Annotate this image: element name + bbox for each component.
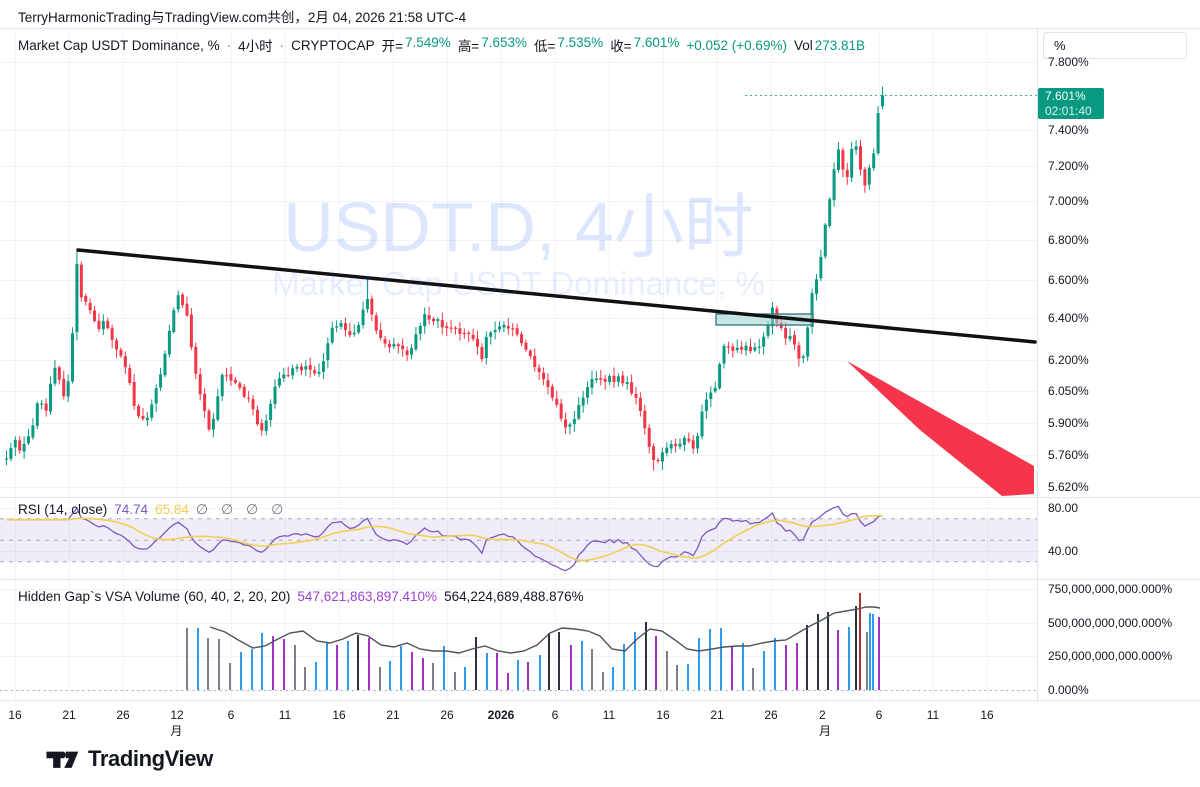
axis-tick-label: 40.00 [1048, 544, 1079, 558]
time-tick-label: 11 [602, 708, 616, 722]
vsa-volume-legend[interactable]: Hidden Gap`s VSA Volume (60, 40, 2, 20, … [18, 589, 584, 604]
time-tick-label: 2月 [819, 708, 832, 738]
axis-tick-label: 250,000,000,000.000% [1048, 649, 1173, 663]
axis-tick-label: 6.400% [1048, 311, 1089, 325]
axis-tick-label: 6.050% [1048, 384, 1089, 398]
last-price-label[interactable]: 7.601% 02:01:40 [1038, 88, 1104, 119]
time-tick-label: 26 [764, 708, 778, 722]
close-value: 7.601% [633, 35, 680, 50]
time-tick-label: 26 [116, 708, 130, 722]
change-value: +0.052 (+0.69%) [686, 37, 787, 53]
last-price-value: 7.601% [1045, 89, 1086, 103]
symbol-title: Market Cap USDT Dominance, % [18, 37, 220, 53]
high-value: 7.653% [481, 35, 527, 50]
time-tick-label: 16 [980, 708, 994, 722]
time-tick-label: 12月 [170, 708, 184, 738]
main-series-legend[interactable]: Market Cap USDT Dominance, % · 4小时 · CRY… [18, 35, 865, 55]
low-value: 7.535% [557, 35, 604, 50]
legend-separator: · [226, 37, 232, 53]
vsa-title: Hidden Gap`s VSA Volume (60, 40, 2, 20, … [18, 589, 291, 604]
time-tick-label: 21 [62, 708, 76, 722]
rsi-title: RSI (14, close) [18, 502, 108, 517]
price-scale-mode-button[interactable]: % [1043, 32, 1187, 59]
time-tick-label: 26 [440, 708, 454, 722]
open-label: 开= [381, 39, 404, 54]
attribution-bar: TerryHarmonicTrading与TradingView.com共创，2… [18, 10, 467, 25]
time-tick-label: 16 [332, 708, 346, 722]
time-tick-label: 16 [8, 708, 22, 722]
axis-tick-label: 5.620% [1048, 480, 1089, 494]
time-tick-label: 16 [656, 708, 670, 722]
axis-tick-label: 0.000% [1048, 683, 1089, 697]
time-tick-label: 2026 [487, 708, 515, 722]
rsi-ma-value: 65.84 [155, 502, 189, 517]
tradingview-wordmark: TradingView [88, 746, 213, 771]
axis-tick-label: 80.00 [1048, 501, 1079, 515]
time-tick-label: 11 [926, 708, 940, 722]
time-tick-label: 6 [551, 708, 559, 722]
time-tick-label: 21 [710, 708, 724, 722]
close-label: 收= [610, 39, 632, 54]
axis-tick-label: 6.800% [1048, 233, 1089, 247]
axis-tick-label: 7.200% [1048, 159, 1089, 173]
axis-tick-label: 7.000% [1048, 194, 1089, 208]
axis-tick-label: 5.900% [1048, 416, 1089, 430]
axis-tick-label: 500,000,000,000.000% [1048, 616, 1173, 630]
high-label: 高= [457, 39, 480, 54]
axis-tick-label: 6.200% [1048, 353, 1089, 367]
legend-separator: · [279, 37, 285, 53]
axis-tick-label: 7.400% [1048, 123, 1089, 137]
rsi-indicator-legend[interactable]: RSI (14, close) 74.74 65.84 ∅ ∅ ∅ ∅ [18, 501, 283, 518]
vsa-value-2: 564,224,689,488.876% [444, 589, 584, 604]
tradingview-footer[interactable]: TradingView [45, 746, 213, 772]
time-tick-label: 6 [227, 708, 235, 722]
bar-countdown: 02:01:40 [1045, 104, 1092, 118]
low-label: 低= [534, 39, 556, 54]
rsi-value: 74.74 [114, 502, 149, 517]
time-tick-label: 11 [278, 708, 292, 722]
axis-tick-label: 5.760% [1048, 448, 1089, 462]
rsi-hidden-values-icon: ∅ ∅ ∅ ∅ [195, 501, 284, 517]
volume-value: 273.81B [814, 37, 866, 53]
vsa-value-1: 547,621,863,897.410% [297, 589, 438, 604]
axis-tick-label: 6.600% [1048, 273, 1089, 287]
interval-label: 4小时 [238, 39, 273, 54]
open-value: 7.549% [405, 35, 451, 50]
time-tick-label: 6 [875, 708, 883, 722]
time-tick-label: 21 [386, 708, 400, 722]
axis-tick-label: 750,000,000,000.000% [1048, 582, 1173, 596]
axis-tick-label: 7.800% [1048, 55, 1089, 69]
exchange-label: CRYPTOCAP [291, 37, 375, 53]
volume-label: Vol [793, 37, 813, 53]
tradingview-logo-icon [46, 751, 79, 768]
